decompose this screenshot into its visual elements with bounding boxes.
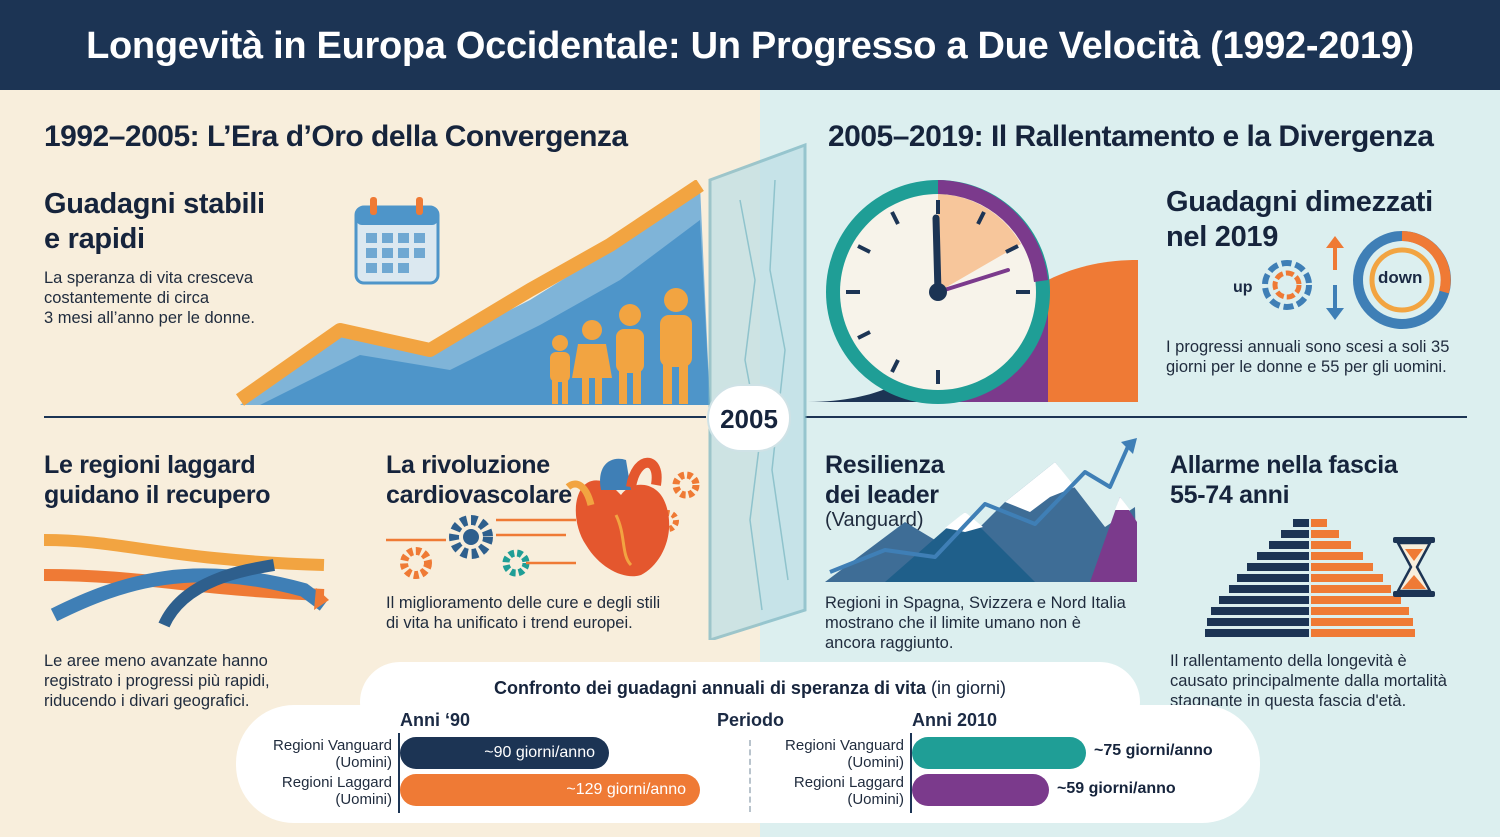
trend-line-orange [235, 180, 704, 406]
row-label-vanguard-10: Regioni Vanguard [785, 737, 904, 754]
cardio-text-1: Il miglioramento delle cure e degli stil… [386, 594, 661, 612]
pyramid-right-bars [1311, 519, 1415, 637]
row-label-laggard-90-sub: (Uomini) [335, 791, 392, 808]
leaders-text-2: mostrano che il limite umano non è [825, 614, 1081, 632]
axis-2010s [910, 733, 912, 813]
pyramid-left-bars [1205, 519, 1309, 637]
calendar-icon [354, 197, 440, 285]
page-title: Longevità in Europa Occidentale: Un Prog… [86, 25, 1414, 67]
halved-title-1: Guadagni dimezzati [1166, 186, 1433, 218]
population-pyramid-illustration [1205, 519, 1435, 637]
alarm-text-1: Il rallentamento della longevità è [1170, 652, 1407, 670]
right-heading: 2005–2019: Il Rallentamento e la Diverge… [828, 120, 1434, 153]
leaders-text-1: Regioni in Spagna, Svizzera e Nord Itali… [825, 594, 1126, 612]
mountain-peaks-illustration [825, 438, 1137, 582]
clock-icon [826, 180, 1050, 404]
halved-text-1: I progressi annuali sono scesi a soli 35 [1166, 338, 1450, 356]
period-separator [749, 740, 751, 812]
laggard-text-2: registrato i progressi più rapidi, [44, 672, 270, 690]
up-label: up [1233, 279, 1253, 296]
bar-vanguard-2010s [912, 737, 1086, 769]
bar-laggard-90s: ~129 giorni/anno [400, 774, 700, 806]
bar-vanguard-90s: ~90 giorni/anno [400, 737, 609, 769]
left-divider-line [44, 416, 706, 418]
ring-small-icon [1262, 260, 1312, 310]
leaders-title-1: Resilienza [825, 451, 945, 479]
laggard-title-2: guidano il recupero [44, 481, 271, 509]
gear-icon [449, 515, 493, 559]
leaders-subtitle: (Vanguard) [825, 509, 924, 531]
row-label-laggard-90: Regioni Laggard [281, 774, 392, 791]
col-90s-label: Anni ‘90 [400, 710, 471, 730]
right-divider-line [805, 416, 1467, 418]
alarm-title-2: 55-74 anni [1170, 481, 1290, 509]
leaders-text-3: ancora raggiunto. [825, 634, 954, 652]
halved-text-2: giorni per le donne e 55 per gli uomini. [1166, 358, 1447, 376]
arrow-up-icon [1326, 236, 1344, 270]
comparison-title: Confronto dei guadagni annuali di speran… [493, 678, 926, 698]
cardio-text-2: di vita ha unificato i trend europei. [386, 614, 633, 632]
stable-gains-title-2: e rapidi [44, 223, 145, 255]
halved-title-2: nel 2019 [1166, 221, 1279, 253]
laggard-text-1: Le aree meno avanzate hanno [44, 652, 268, 670]
stable-gains-text-3: 3 mesi all’anno per le donne. [44, 309, 255, 327]
stable-gains-title-1: Guadagni stabili [44, 188, 265, 220]
axis-90s [398, 733, 400, 813]
bar-laggard-2010s [912, 774, 1049, 806]
laggard-text-3: riducendo i divari geografici. [44, 692, 250, 710]
laggard-title-1: Le regioni laggard [44, 451, 256, 479]
value-label-laggard-2010s: ~59 giorni/anno [1057, 780, 1176, 797]
col-2010s-label: Anni 2010 [912, 710, 998, 730]
cardio-title-2: cardiovascolare [386, 481, 572, 509]
year-badge [707, 384, 791, 452]
alarm-title-1: Allarme nella fascia [1170, 451, 1398, 479]
value-label-vanguard-2010s: ~75 giorni/anno [1094, 742, 1213, 759]
clock-slowdown-illustration [808, 180, 1138, 404]
cardio-title-1: La rivoluzione [386, 451, 550, 479]
row-label-vanguard-90-sub: (Uomini) [335, 754, 392, 771]
period-label: Periodo [717, 710, 785, 730]
down-label: down [1378, 268, 1423, 287]
year-badge-label: 2005 [720, 404, 778, 434]
row-label-laggard-10-sub: (Uomini) [847, 791, 904, 808]
stable-gains-text-2: costantemente di circa [44, 289, 210, 307]
arrow-down-icon [1326, 285, 1344, 320]
header-bar [0, 0, 1500, 90]
alarm-text-3: stagnante in questa fascia d'età. [1170, 692, 1407, 710]
left-heading: 1992–2005: L’Era d’Oro della Convergenza [44, 120, 628, 153]
comparison-unit: (in giorni) [931, 678, 1007, 698]
alarm-text-2: causato principalmente dalla mortalità [1170, 672, 1447, 690]
arrow-up-right-icon [1121, 438, 1137, 454]
heart-gears-illustration [386, 457, 700, 579]
row-label-vanguard-90: Regioni Vanguard [273, 737, 392, 754]
up-down-rings-illustration [1262, 231, 1451, 329]
row-label-laggard-10: Regioni Laggard [793, 774, 904, 791]
converging-paths-illustration [44, 534, 329, 628]
heart-icon [565, 457, 670, 577]
row-label-vanguard-10-sub: (Uomini) [847, 754, 904, 771]
hourglass-icon [1393, 537, 1435, 597]
ring-large-icon [1353, 231, 1451, 329]
rising-trend-illustration [235, 180, 710, 406]
family-icon [550, 288, 692, 404]
stable-gains-text-1: La speranza di vita cresceva [44, 269, 254, 287]
leaders-title-2: dei leader [825, 481, 939, 509]
